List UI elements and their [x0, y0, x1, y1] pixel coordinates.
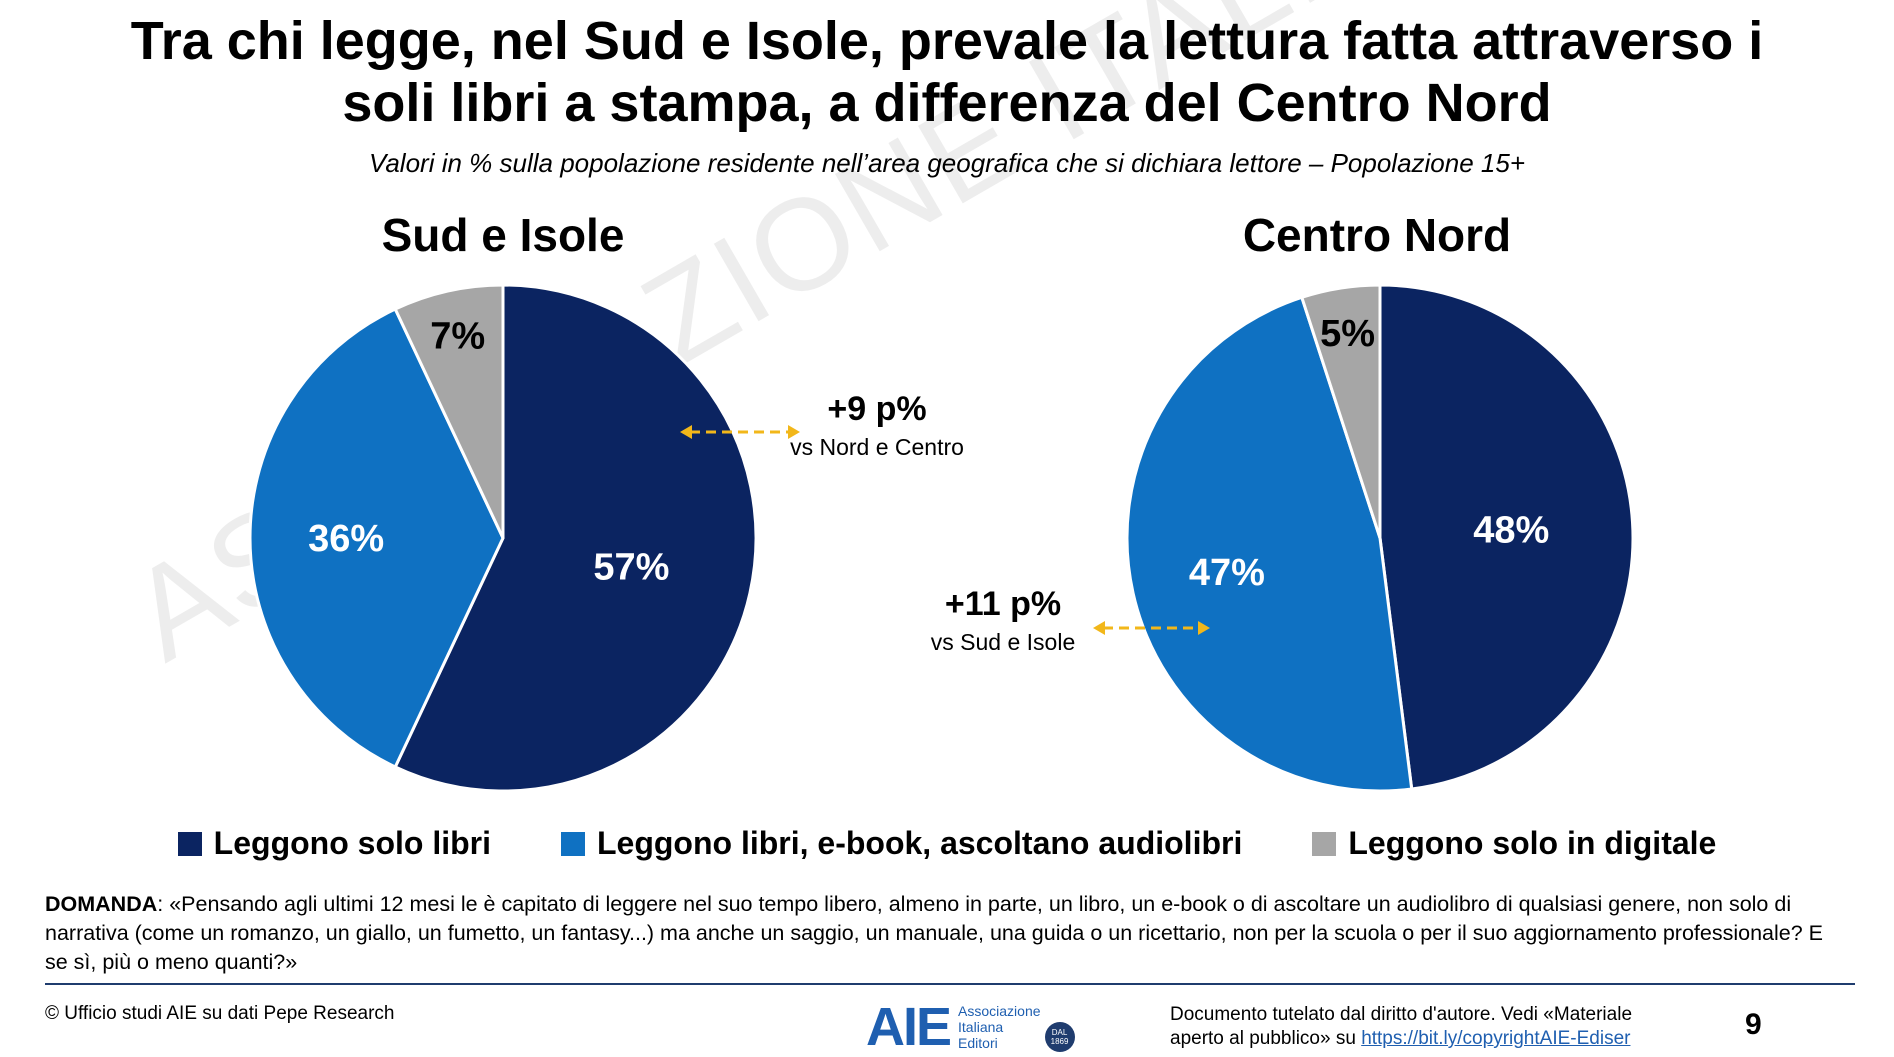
- pie-slice-centro-nord-2: [1299, 283, 1382, 539]
- logo-text-line: Editori: [958, 1035, 998, 1051]
- annotation-arrowhead-sud-0: [680, 425, 692, 439]
- question-label: DOMANDA: [45, 892, 158, 916]
- annotation-note-sud: vs Nord e Centro: [790, 434, 964, 460]
- annotation-note-centro-nord: vs Sud e Isole: [931, 629, 1075, 655]
- annotation-arrowhead-sud-1: [788, 425, 800, 439]
- legend-swatch: [177, 831, 202, 856]
- pie-label-sud-1: 36%: [308, 518, 384, 560]
- pie-slice-sud-1: [248, 307, 505, 769]
- logo-badge-line: DAL: [1051, 1028, 1068, 1037]
- legend: Leggono solo libri Leggono libri, e-book…: [0, 825, 1894, 862]
- legend-item-solo-libri: Leggono solo libri: [177, 825, 491, 862]
- logo-badge: DAL 1869: [1044, 1022, 1075, 1052]
- annotation-value-centro-nord: +11 p%: [945, 585, 1061, 623]
- page-number: 9: [1745, 1008, 1762, 1041]
- pie-label-centro-nord-1: 47%: [1189, 552, 1265, 594]
- annotation-arrowhead-centro-nord-1: [1198, 621, 1210, 635]
- logo-text-line: Associazione: [958, 1003, 1041, 1019]
- question-body: : «Pensando agli ultimi 12 mesi le è cap…: [45, 892, 1824, 974]
- aie-logo: AIE Associazione Italiana Editori DAL 18…: [866, 1000, 1075, 1054]
- pie-label-sud-0: 57%: [593, 547, 669, 589]
- footer-divider: [45, 983, 1855, 985]
- legend-swatch: [560, 831, 585, 856]
- pie-label-centro-nord-0: 48%: [1473, 510, 1549, 552]
- title-line-2: soli libri a stampa, a differenza del Ce…: [342, 73, 1552, 133]
- question-text: DOMANDA: «Pensando agli ultimi 12 mesi l…: [45, 890, 1845, 977]
- legend-label: Leggono solo libri: [213, 825, 491, 861]
- page-title: Tra chi legge, nel Sud e Isole, prevale …: [0, 10, 1894, 134]
- logo-text-line: Italiana: [958, 1019, 1004, 1035]
- pie-slice-sud-0: [393, 283, 758, 793]
- pie-slice-sud-2: [393, 283, 505, 539]
- chart-title-sud: Sud e Isole: [381, 209, 625, 261]
- pie-label-centro-nord-2: 5%: [1320, 313, 1375, 355]
- chart-title-centro-nord: Centro Nord: [1242, 209, 1512, 261]
- copyright-notice: Documento tutelato dal diritto d'autore.…: [1170, 1003, 1690, 1051]
- logo-badge-line: 1869: [1050, 1037, 1069, 1046]
- legend-label: Leggono solo in digitale: [1348, 825, 1717, 861]
- title-line-1: Tra chi legge, nel Sud e Isole, prevale …: [130, 11, 1764, 71]
- copyright-text: Documento tutelato dal diritto d'autore.…: [1170, 1004, 1633, 1049]
- page-subtitle: Valori in % sulla popolazione residente …: [368, 148, 1526, 178]
- legend-label: Leggono libri, e-book, ascoltano audioli…: [596, 825, 1243, 861]
- logo-mark: AIE: [866, 997, 952, 1057]
- legend-swatch: [1312, 831, 1337, 856]
- logo-text: Associazione Italiana Editori: [958, 1003, 1041, 1051]
- pie-label-sud-2: 7%: [430, 316, 485, 358]
- legend-item-libri-ebook-audio: Leggono libri, e-book, ascoltano audioli…: [560, 825, 1243, 862]
- annotation-value-sud: +9 p%: [827, 390, 926, 428]
- pie-slice-centro-nord-0: [1378, 283, 1635, 791]
- legend-item-solo-digitale: Leggono solo in digitale: [1312, 825, 1716, 862]
- annotation-arrowhead-centro-nord-0: [1093, 621, 1105, 635]
- copyright-link[interactable]: https://bit.ly/copyrightAIE-Ediser: [1361, 1028, 1631, 1049]
- source-note: © Ufficio studi AIE su dati Pepe Researc…: [45, 1003, 395, 1024]
